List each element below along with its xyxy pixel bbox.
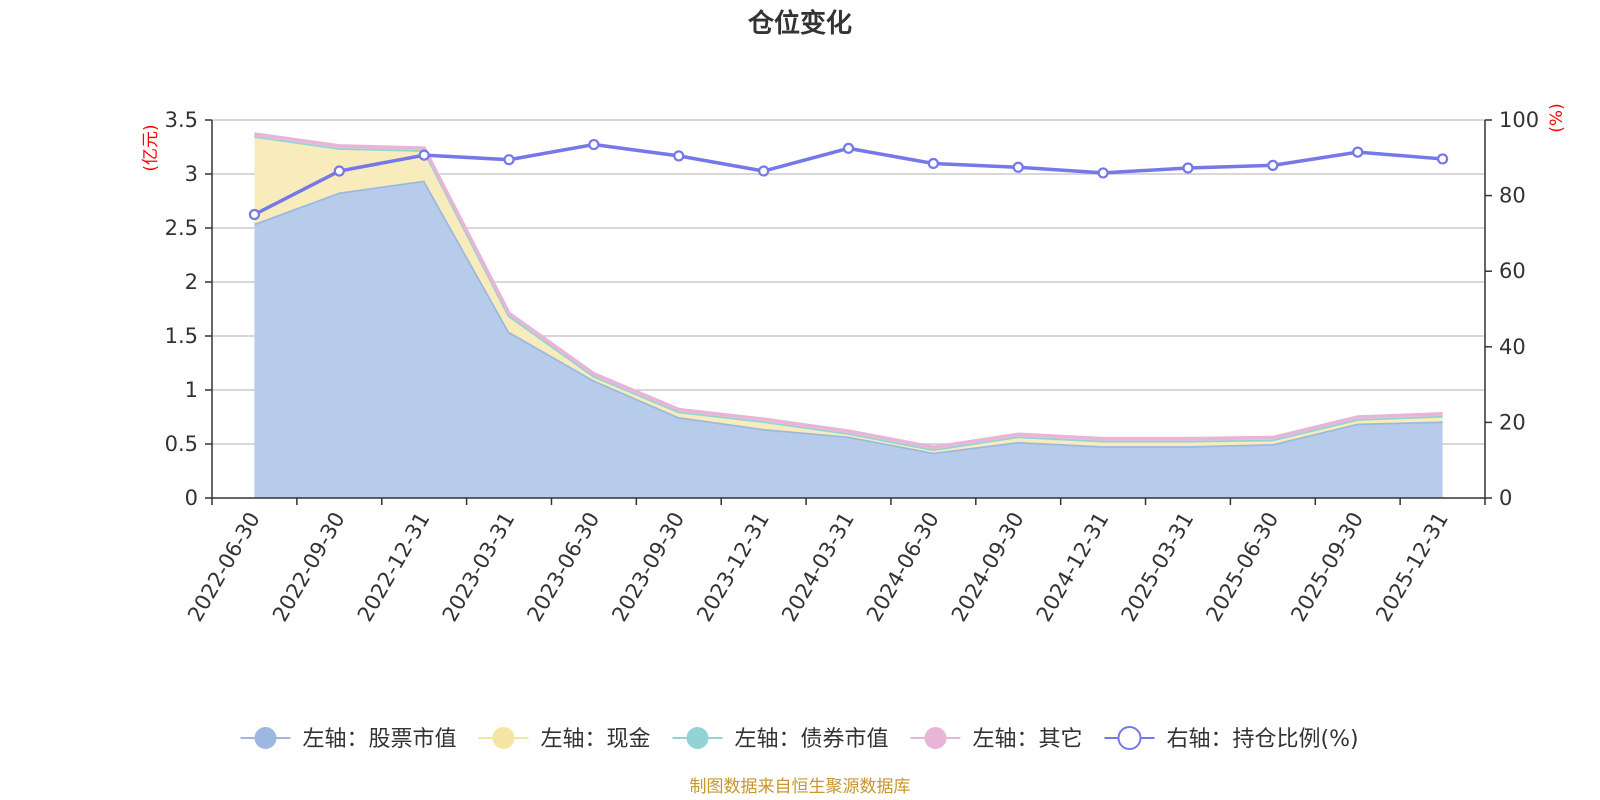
chart-title: 仓位变化: [747, 8, 852, 39]
ratio-point: [503, 154, 515, 166]
x-axis-tick-label: 2024-12-31: [1032, 508, 1114, 626]
ratio-point: [333, 165, 345, 177]
stacked-areas: [253, 132, 1443, 499]
x-axis-tick-label: 2024-03-31: [777, 508, 859, 626]
legend-item: 左轴：其它: [910, 727, 1083, 752]
ratio-point: [673, 150, 685, 162]
ratio-point: [248, 208, 261, 221]
ratio-point: [842, 142, 855, 154]
ratio-point: [1097, 167, 1109, 179]
x-axis-tick-label: 2022-09-30: [268, 508, 350, 626]
left-axis-unit: (亿元): [141, 124, 161, 171]
legend-symbol-marker: [1117, 726, 1142, 750]
ratio-point: [588, 138, 600, 151]
ratio-line: [248, 138, 1449, 221]
x-axis-tick-label: 2025-06-30: [1201, 508, 1283, 626]
ratio-point: [1352, 146, 1364, 158]
x-axis-tick-label: 2024-09-30: [947, 508, 1029, 626]
right-axis-tick-label: 100: [1499, 108, 1539, 132]
left-axis-tick-label: 0: [185, 486, 198, 510]
ratio-point: [1267, 159, 1279, 171]
x-axis-tick-label: 2022-12-31: [353, 508, 435, 626]
left-axis-tick-label: 2.5: [165, 216, 198, 240]
x-axis-tick-label: 2025-03-31: [1117, 508, 1199, 626]
ratio-point: [1182, 162, 1194, 174]
area-top-line: [254, 132, 1443, 450]
legend-label: 右轴：持仓比例(%): [1167, 727, 1359, 752]
legend-label: 左轴：债券市值: [735, 727, 889, 752]
left-axis-tick-label: 1: [185, 378, 198, 402]
legend-item: 右轴：持仓比例(%): [1104, 726, 1359, 752]
x-axis-tick-label: 2023-03-31: [438, 508, 520, 626]
x-axis-tick-label: 2023-12-31: [692, 508, 774, 626]
legend-label: 左轴：现金: [541, 727, 651, 752]
x-axis-tick-label: 2025-09-30: [1286, 508, 1368, 626]
left-axis-tick-label: 1.5: [165, 324, 198, 348]
right-axis-unit: (%): [1547, 103, 1567, 132]
right-axis-tick-label: 20: [1499, 410, 1526, 434]
right-axis-tick-label: 40: [1499, 335, 1526, 359]
x-axis-tick-label: 2023-09-30: [607, 508, 689, 626]
ratio-point: [1012, 161, 1024, 173]
legend-symbol-marker: [924, 727, 947, 749]
legend-item: 左轴：股票市值: [240, 727, 457, 752]
x-axis-tick-label: 2024-06-30: [862, 508, 944, 626]
legend: 左轴：股票市值 左轴：现金 左轴：债券市值 左轴：其它 右轴：持仓比例(%): [240, 726, 1359, 752]
right-axis-tick-label: 80: [1499, 184, 1526, 208]
right-axis-tick-label: 60: [1499, 259, 1526, 283]
legend-label: 左轴：股票市值: [303, 727, 457, 752]
legend-symbol-marker: [492, 727, 515, 749]
left-axis-tick-label: 2: [185, 270, 198, 294]
left-axis-tick-label: 3.5: [165, 108, 198, 132]
ratio-point: [1436, 153, 1449, 165]
ratio-point: [927, 157, 939, 170]
right-axis-tick-label: 0: [1499, 486, 1512, 510]
ratio-point: [758, 165, 770, 177]
left-axis-tick-label: 3: [185, 162, 198, 186]
area-fill: [254, 180, 1443, 499]
x-axis-tick-label: 2025-12-31: [1371, 508, 1453, 626]
left-axis-tick-label: 0.5: [165, 432, 198, 456]
legend-symbol-marker: [254, 727, 277, 749]
legend-label: 左轴：其它: [973, 727, 1083, 752]
data-source-note: 制图数据来自恒生聚源数据库: [690, 777, 911, 797]
legend-symbol-marker: [686, 727, 709, 749]
area-fill: [254, 136, 1443, 453]
legend-item: 左轴：债券市值: [672, 727, 889, 752]
x-axis-tick-label: 2022-06-30: [183, 508, 265, 626]
x-axis-tick-label: 2023-06-30: [522, 508, 604, 626]
legend-item: 左轴：现金: [478, 727, 651, 752]
ratio-point: [418, 149, 430, 161]
